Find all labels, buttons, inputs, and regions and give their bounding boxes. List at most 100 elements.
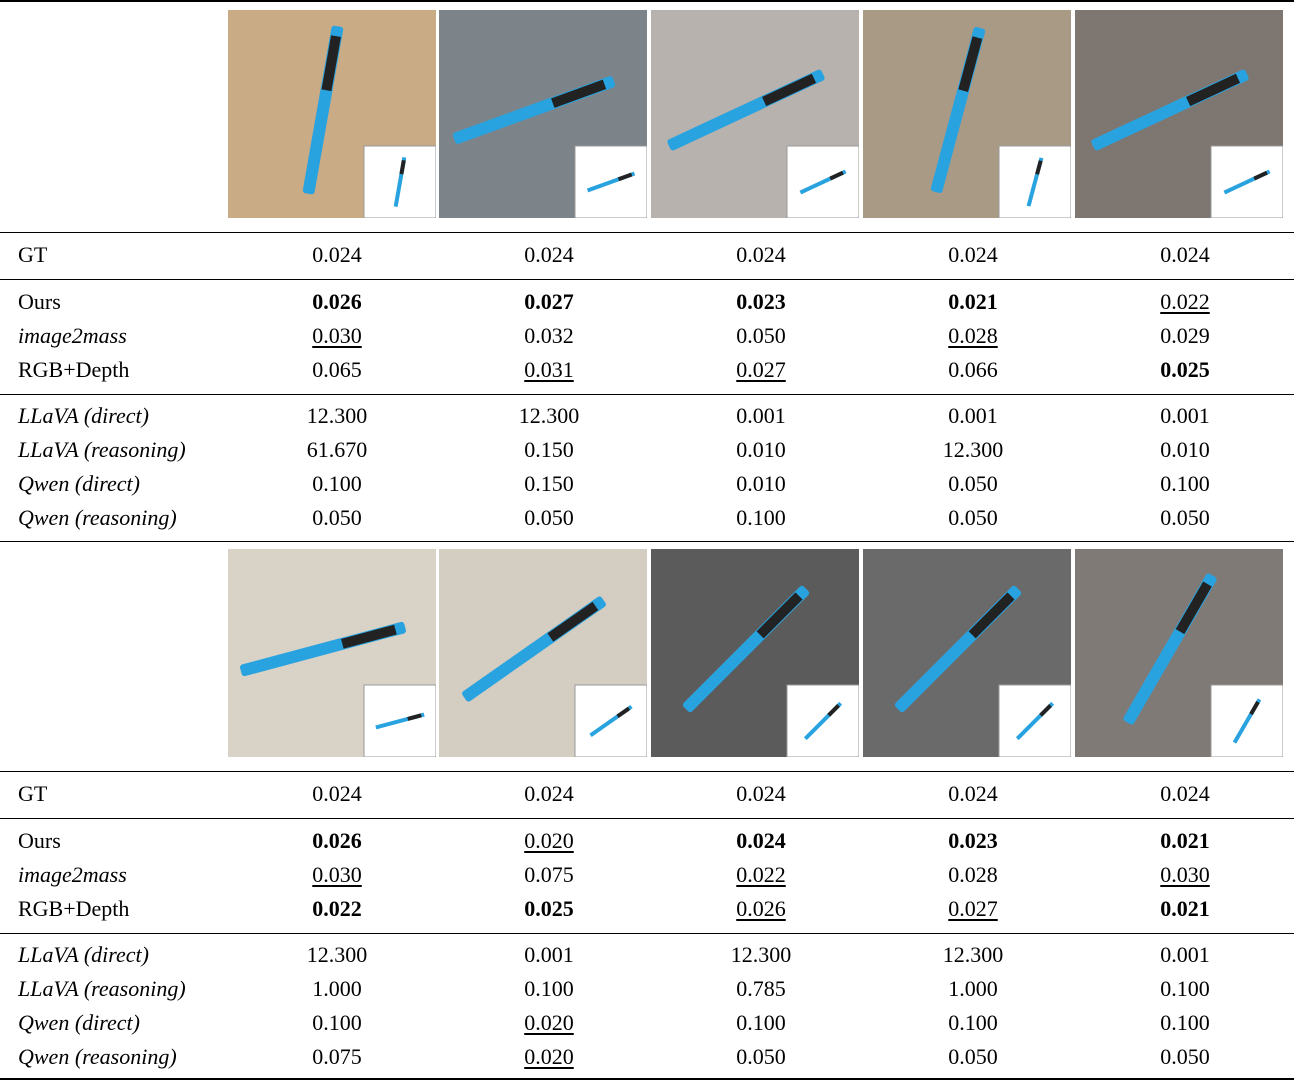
photo (439, 10, 647, 218)
cell-value: 0.050 (1160, 505, 1210, 530)
cell-value: 0.100 (736, 505, 786, 530)
cell-value: 0.100 (948, 1010, 998, 1035)
cell-value: 0.027 (736, 357, 786, 382)
cell-value: 0.050 (948, 471, 998, 496)
row-label: Qwen (reasoning) (18, 505, 177, 530)
row-label: LLaVA (direct) (18, 942, 149, 967)
cell-value: 0.024 (524, 242, 574, 267)
photo (651, 549, 859, 757)
cell-value: 1.000 (312, 976, 362, 1001)
cell-value: 12.300 (518, 403, 580, 428)
cell-value: 0.050 (948, 1044, 998, 1069)
photo (651, 10, 859, 218)
rule (0, 232, 1294, 233)
photo (228, 549, 436, 757)
cell-value: 0.100 (312, 471, 362, 496)
cell-value: 12.300 (942, 437, 1004, 462)
photo (863, 549, 1071, 757)
photo (228, 10, 436, 218)
cell-value: 0.050 (1160, 1044, 1210, 1069)
row-label: image2mass (18, 323, 127, 348)
cell-value: 0.022 (736, 862, 786, 887)
cell-value: 0.027 (524, 289, 574, 314)
row-label: GT (18, 242, 48, 267)
row-label: Qwen (direct) (18, 1010, 140, 1035)
row-label: GT (18, 781, 48, 806)
cell-value: 0.024 (312, 781, 362, 806)
cell-value: 0.050 (312, 505, 362, 530)
cell-value: 0.001 (948, 403, 998, 428)
row-label: image2mass (18, 862, 127, 887)
rule (0, 1078, 1294, 1080)
cell-value: 0.050 (948, 505, 998, 530)
cell-value: 0.029 (1160, 323, 1210, 348)
cell-value: 1.000 (948, 976, 998, 1001)
photo (439, 549, 647, 757)
cell-value: 0.022 (312, 896, 362, 921)
cell-value: 0.020 (524, 1044, 574, 1069)
rule (0, 279, 1294, 280)
cell-value: 0.050 (524, 505, 574, 530)
cell-value: 0.150 (524, 471, 574, 496)
cell-value: 0.075 (312, 1044, 362, 1069)
cell-value: 0.026 (736, 896, 786, 921)
cell-value: 0.026 (312, 828, 362, 853)
cell-value: 0.024 (948, 781, 998, 806)
cell-value: 0.020 (524, 1010, 574, 1035)
cell-value: 0.065 (312, 357, 362, 382)
cell-value: 12.300 (306, 942, 368, 967)
cell-value: 0.075 (524, 862, 574, 887)
cell-value: 0.026 (312, 289, 362, 314)
cell-value: 12.300 (942, 942, 1004, 967)
cell-value: 0.100 (736, 1010, 786, 1035)
cell-value: 0.024 (1160, 242, 1210, 267)
cell-value: 0.100 (1160, 471, 1210, 496)
cell-value: 0.100 (312, 1010, 362, 1035)
rule (0, 771, 1294, 772)
cell-value: 0.030 (1160, 862, 1210, 887)
cell-value: 0.025 (1160, 357, 1210, 382)
cell-value: 0.031 (524, 357, 574, 382)
cell-value: 0.010 (736, 437, 786, 462)
cell-value: 0.066 (948, 357, 998, 382)
cell-value: 0.024 (736, 781, 786, 806)
cell-value: 0.050 (736, 323, 786, 348)
cell-value: 0.021 (1160, 896, 1210, 921)
row-label: Ours (18, 289, 61, 314)
rule (0, 394, 1294, 395)
cell-value: 0.050 (736, 1044, 786, 1069)
rule (0, 818, 1294, 819)
cell-value: 0.001 (736, 403, 786, 428)
cell-value: 0.028 (948, 862, 998, 887)
cell-value: 0.025 (524, 896, 574, 921)
cell-value: 0.024 (948, 242, 998, 267)
cell-value: 0.785 (736, 976, 786, 1001)
row-label: LLaVA (reasoning) (18, 437, 186, 462)
cell-value: 0.150 (524, 437, 574, 462)
cell-value: 0.032 (524, 323, 574, 348)
row-label: RGB+Depth (18, 357, 130, 382)
cell-value: 0.030 (312, 323, 362, 348)
row-label: Qwen (direct) (18, 471, 140, 496)
row-label: RGB+Depth (18, 896, 130, 921)
cell-value: 0.001 (524, 942, 574, 967)
cell-value: 0.024 (524, 781, 574, 806)
cell-value: 12.300 (730, 942, 792, 967)
cell-value: 0.023 (948, 828, 998, 853)
photo (1075, 10, 1283, 218)
cell-value: 0.024 (736, 828, 786, 853)
row-label: Qwen (reasoning) (18, 1044, 177, 1069)
cell-value: 0.010 (736, 471, 786, 496)
cell-value: 61.670 (306, 437, 368, 462)
rule (0, 0, 1294, 2)
rule (0, 541, 1294, 542)
cell-value: 0.024 (312, 242, 362, 267)
cell-value: 0.021 (1160, 828, 1210, 853)
cell-value: 0.020 (524, 828, 574, 853)
row-label: Ours (18, 828, 61, 853)
cell-value: 0.023 (736, 289, 786, 314)
cell-value: 0.100 (1160, 976, 1210, 1001)
cell-value: 0.100 (524, 976, 574, 1001)
cell-value: 0.024 (1160, 781, 1210, 806)
